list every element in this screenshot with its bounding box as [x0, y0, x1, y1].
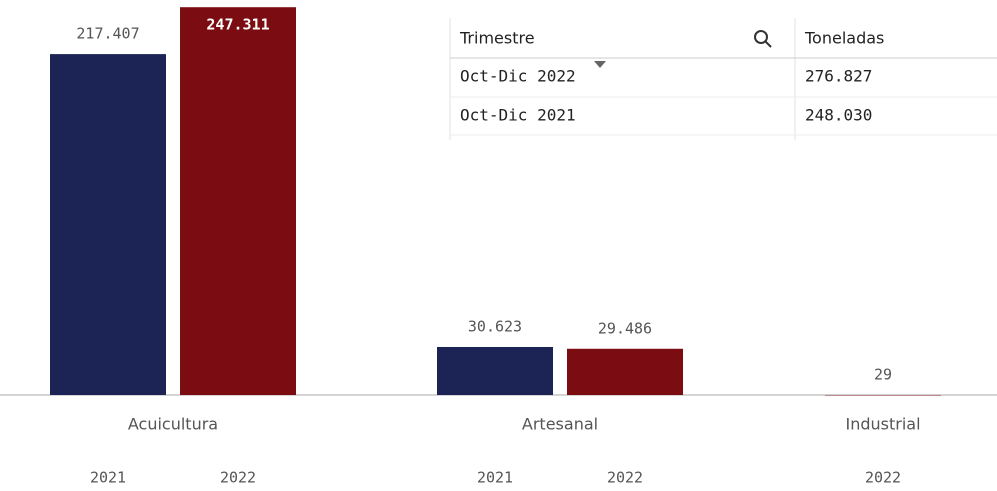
- x-tick-label: Acuicultura: [128, 415, 218, 434]
- series-label: 2022: [220, 469, 256, 487]
- data-label: 29.486: [598, 319, 652, 337]
- table: Trimestre Toneladas Oct-Dic 2022 276.827…: [449, 18, 997, 140]
- bar: [567, 348, 683, 395]
- search-icon-handle[interactable]: [764, 40, 772, 48]
- header-cell: Trimestre: [459, 29, 535, 48]
- data-label: 29: [874, 365, 892, 383]
- series-label: 2022: [865, 469, 901, 487]
- bar: [50, 54, 166, 395]
- cell[interactable]: Oct-Dic 2022: [460, 67, 576, 86]
- search-icon-circle[interactable]: [754, 30, 768, 44]
- data-label: 247.311: [206, 16, 269, 34]
- series-label: 2021: [90, 469, 126, 487]
- x-tick-label: Artesanal: [522, 415, 598, 434]
- bar: [825, 394, 941, 396]
- series-label: 2021: [477, 469, 513, 487]
- bar: [180, 7, 296, 396]
- header-cell: Toneladas: [804, 29, 884, 48]
- cell: 248.030: [805, 106, 872, 125]
- data-label: 217.407: [76, 25, 139, 43]
- data-label: 30.623: [468, 317, 522, 335]
- cell: 276.827: [805, 67, 872, 86]
- search-icon[interactable]: [754, 30, 772, 48]
- sort-indicator: [594, 61, 606, 68]
- series-label: 2022: [607, 469, 643, 487]
- table-bg: [450, 18, 997, 136]
- cell[interactable]: Oct-Dic 2021: [460, 106, 576, 125]
- bar: [437, 346, 553, 395]
- x-tick-label: Industrial: [845, 415, 920, 434]
